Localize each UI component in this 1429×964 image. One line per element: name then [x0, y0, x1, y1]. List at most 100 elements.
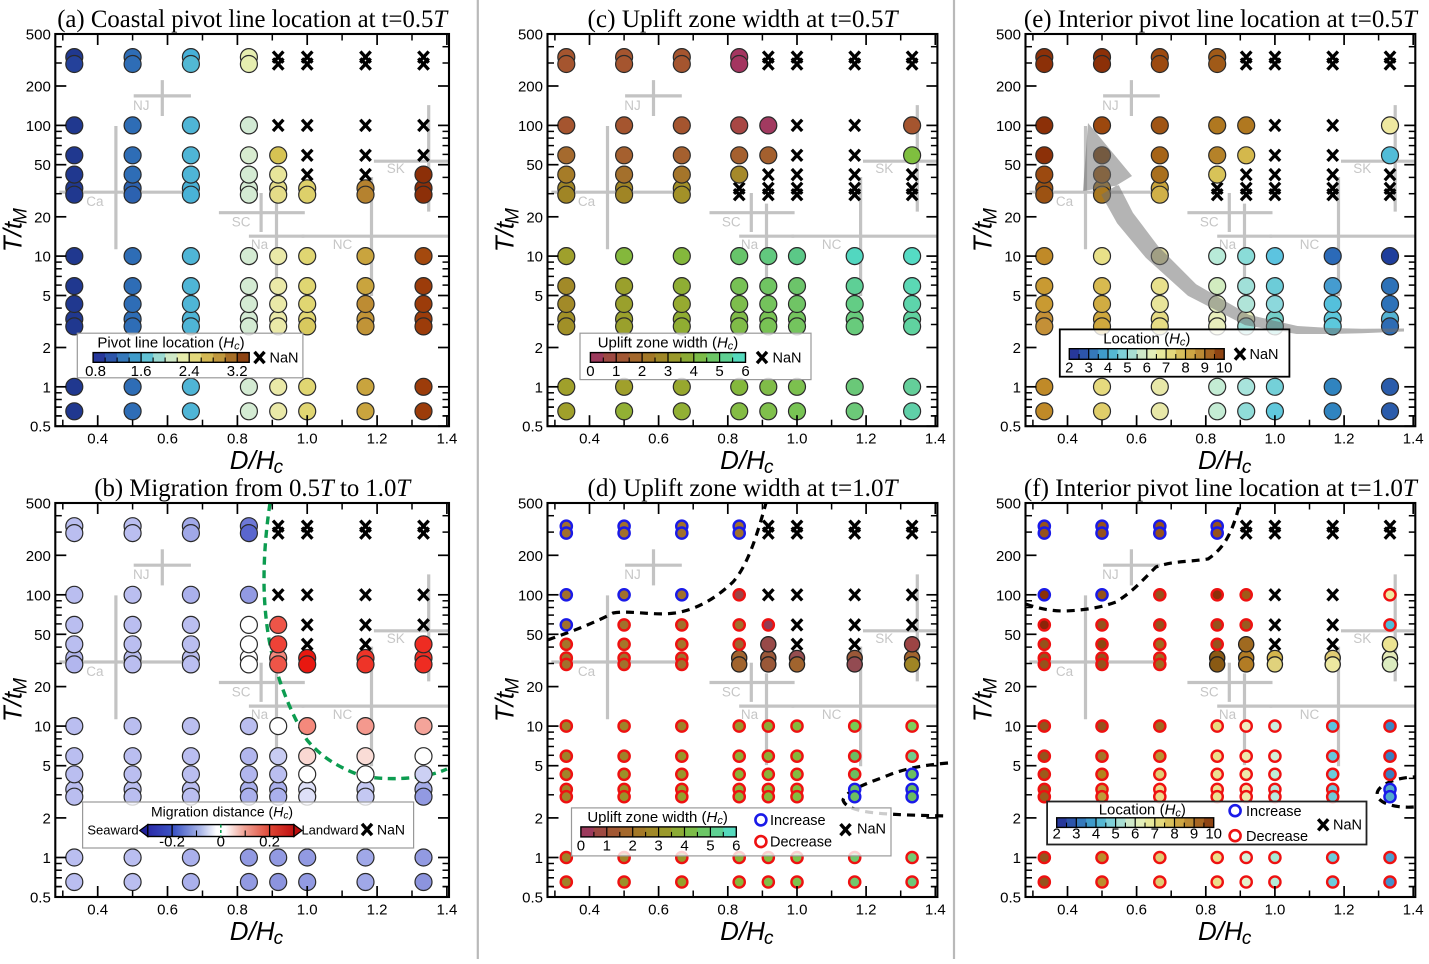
svg-text:1.0: 1.0 — [297, 431, 318, 448]
svg-text:0.5: 0.5 — [1000, 419, 1021, 436]
svg-text:(c) Uplift zone width at t=0.5: (c) Uplift zone width at t=0.5 T — [588, 6, 900, 33]
svg-text:200: 200 — [996, 79, 1021, 96]
svg-text:4: 4 — [680, 838, 688, 855]
svg-text:NJ: NJ — [624, 567, 641, 582]
svg-text:2: 2 — [629, 838, 637, 855]
svg-text:D/H: D/H — [230, 916, 275, 946]
svg-text:c: c — [1242, 457, 1252, 478]
svg-text:1.0: 1.0 — [1264, 431, 1285, 448]
svg-text:0.6: 0.6 — [1126, 902, 1147, 919]
svg-text:5: 5 — [1123, 360, 1131, 377]
svg-text:Ca: Ca — [578, 664, 596, 679]
svg-text:c: c — [1242, 928, 1252, 949]
svg-text:100: 100 — [518, 118, 543, 135]
svg-text:6: 6 — [1131, 826, 1139, 843]
svg-text:0.6: 0.6 — [648, 431, 669, 448]
svg-text:200: 200 — [518, 79, 543, 96]
svg-text:NJ: NJ — [133, 98, 150, 113]
svg-text:0.5: 0.5 — [522, 890, 543, 907]
svg-text:0.5: 0.5 — [1000, 890, 1021, 907]
svg-text:SK: SK — [875, 161, 893, 176]
svg-text:6: 6 — [741, 363, 749, 380]
svg-text:NaN: NaN — [269, 350, 298, 366]
svg-text:1.4: 1.4 — [1403, 431, 1424, 448]
svg-text:SC: SC — [1200, 215, 1219, 230]
svg-text:9: 9 — [1201, 360, 1209, 377]
svg-text:2: 2 — [1013, 340, 1021, 357]
svg-text:0.4: 0.4 — [1057, 902, 1078, 919]
svg-text:D/H: D/H — [230, 445, 275, 475]
svg-text:2: 2 — [42, 810, 50, 827]
svg-text:0.4: 0.4 — [579, 902, 600, 919]
svg-text:5: 5 — [42, 288, 50, 305]
svg-text:1: 1 — [1013, 850, 1021, 867]
svg-text:10: 10 — [1004, 719, 1021, 736]
svg-text:NaN: NaN — [857, 821, 886, 837]
svg-text:Na: Na — [1219, 707, 1237, 722]
svg-text:T/t: T/t — [0, 690, 27, 722]
svg-text:5: 5 — [535, 758, 543, 775]
svg-text:0.6: 0.6 — [157, 902, 178, 919]
svg-text:1.4: 1.4 — [436, 902, 457, 919]
svg-text:0.8: 0.8 — [85, 363, 106, 380]
svg-text:5: 5 — [715, 363, 723, 380]
svg-text:Na: Na — [251, 237, 269, 252]
svg-text:Increase: Increase — [770, 813, 826, 829]
svg-text:4: 4 — [690, 363, 698, 380]
svg-text:10: 10 — [1205, 826, 1222, 843]
svg-text:5: 5 — [42, 758, 50, 775]
svg-text:1.0: 1.0 — [297, 902, 318, 919]
svg-text:0.4: 0.4 — [579, 431, 600, 448]
svg-text:1.2: 1.2 — [1334, 431, 1355, 448]
svg-text:NC: NC — [822, 237, 842, 252]
svg-text:50: 50 — [526, 627, 543, 644]
svg-text:0: 0 — [586, 363, 594, 380]
svg-text:M: M — [503, 678, 524, 694]
svg-text:Ca: Ca — [1056, 664, 1074, 679]
svg-text:2: 2 — [42, 340, 50, 357]
svg-text:c: c — [764, 928, 774, 949]
svg-text:500: 500 — [26, 27, 51, 44]
svg-text:3: 3 — [664, 363, 672, 380]
svg-text:500: 500 — [518, 27, 543, 44]
svg-text:50: 50 — [1004, 627, 1021, 644]
svg-text:2: 2 — [638, 363, 646, 380]
svg-text:20: 20 — [1004, 679, 1021, 696]
svg-text:NC: NC — [333, 707, 353, 722]
svg-text:50: 50 — [526, 157, 543, 174]
svg-text:Ca: Ca — [86, 664, 104, 679]
svg-text:1.4: 1.4 — [436, 431, 457, 448]
svg-text:c: c — [764, 457, 774, 478]
svg-text:50: 50 — [34, 157, 51, 174]
svg-text:0.6: 0.6 — [648, 902, 669, 919]
svg-text:1.2: 1.2 — [856, 902, 877, 919]
svg-text:Na: Na — [741, 237, 759, 252]
svg-text:1.0: 1.0 — [1264, 902, 1285, 919]
svg-text:Na: Na — [741, 707, 759, 722]
svg-text:Decrease: Decrease — [770, 835, 832, 851]
svg-text:1: 1 — [42, 850, 50, 867]
svg-text:D/H: D/H — [720, 445, 765, 475]
svg-text:0.4: 0.4 — [1057, 431, 1078, 448]
svg-text:T/t: T/t — [490, 220, 520, 252]
svg-text:50: 50 — [1004, 157, 1021, 174]
svg-text:20: 20 — [526, 679, 543, 696]
svg-text:NJ: NJ — [1102, 567, 1119, 582]
svg-text:NC: NC — [1300, 707, 1320, 722]
svg-text:SC: SC — [722, 215, 741, 230]
svg-text:-0.2: -0.2 — [159, 834, 185, 851]
svg-text:7: 7 — [1162, 360, 1170, 377]
svg-text:10: 10 — [1004, 249, 1021, 266]
svg-text:200: 200 — [26, 548, 51, 565]
svg-text:T/t: T/t — [0, 220, 27, 252]
svg-text:D/H: D/H — [1198, 445, 1243, 475]
svg-text:0.4: 0.4 — [87, 431, 108, 448]
svg-text:1: 1 — [1013, 379, 1021, 396]
svg-text:6: 6 — [732, 838, 740, 855]
svg-text:9: 9 — [1190, 826, 1198, 843]
svg-text:1.0: 1.0 — [787, 902, 808, 919]
svg-text:1.0: 1.0 — [787, 431, 808, 448]
svg-text:1: 1 — [603, 838, 611, 855]
svg-text:0.8: 0.8 — [717, 902, 738, 919]
svg-text:Increase: Increase — [1246, 804, 1302, 820]
